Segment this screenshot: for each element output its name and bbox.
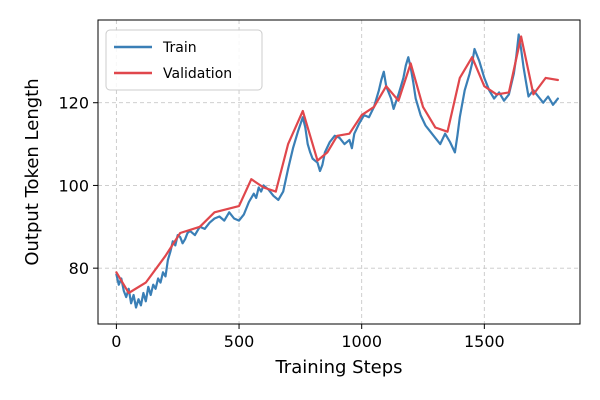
y-tick-label: 120	[58, 94, 89, 113]
x-tick-label: 0	[111, 332, 121, 351]
x-axis-ticks: 0 500 1000 1500	[111, 324, 505, 351]
y-tick-label: 80	[69, 259, 89, 278]
legend-box	[105, 29, 263, 91]
legend: Train Validation	[105, 29, 263, 91]
y-axis-title: Output Token Length	[22, 78, 43, 265]
series-line-validation	[115, 35, 559, 295]
legend-label-validation: Validation	[163, 66, 232, 82]
x-tick-label: 1500	[464, 332, 505, 351]
series-layer	[115, 33, 559, 309]
x-axis-title: Training Steps	[274, 357, 402, 378]
x-tick-label: 1000	[341, 332, 382, 351]
series-line-train	[115, 33, 559, 309]
legend-label-train: Train	[162, 40, 197, 56]
y-axis-ticks: 80 100 120	[58, 94, 98, 278]
x-tick-label: 500	[224, 332, 255, 351]
plot-frame	[97, 19, 581, 325]
y-tick-label: 100	[58, 176, 89, 195]
